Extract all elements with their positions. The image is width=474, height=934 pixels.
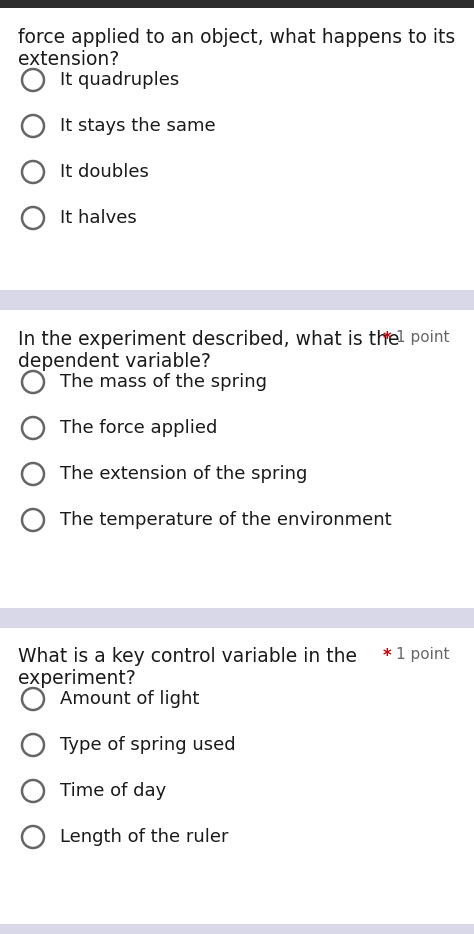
Text: The extension of the spring: The extension of the spring <box>60 465 307 483</box>
Text: The mass of the spring: The mass of the spring <box>60 373 267 391</box>
Text: Time of day: Time of day <box>60 782 166 800</box>
Text: experiment?: experiment? <box>18 669 136 688</box>
Bar <box>0 608 474 628</box>
Text: The force applied: The force applied <box>60 419 218 437</box>
Bar <box>0 290 474 310</box>
Text: 1 point: 1 point <box>396 330 449 345</box>
Text: Amount of light: Amount of light <box>60 690 200 708</box>
Text: *: * <box>383 647 392 665</box>
Text: Type of spring used: Type of spring used <box>60 736 236 754</box>
Text: What is a key control variable in the: What is a key control variable in the <box>18 647 357 666</box>
Text: force applied to an object, what happens to its: force applied to an object, what happens… <box>18 28 455 47</box>
Text: dependent variable?: dependent variable? <box>18 352 211 371</box>
Text: extension?: extension? <box>18 50 119 69</box>
Text: In the experiment described, what is the: In the experiment described, what is the <box>18 330 400 349</box>
Bar <box>0 0 474 8</box>
Text: The temperature of the environment: The temperature of the environment <box>60 511 392 529</box>
Text: It quadruples: It quadruples <box>60 71 179 89</box>
Text: It stays the same: It stays the same <box>60 117 216 135</box>
Bar <box>0 924 474 934</box>
Text: It halves: It halves <box>60 209 137 227</box>
Text: 1 point: 1 point <box>396 647 449 662</box>
Text: Length of the ruler: Length of the ruler <box>60 828 228 846</box>
Text: It doubles: It doubles <box>60 163 149 181</box>
Text: *: * <box>383 330 392 348</box>
